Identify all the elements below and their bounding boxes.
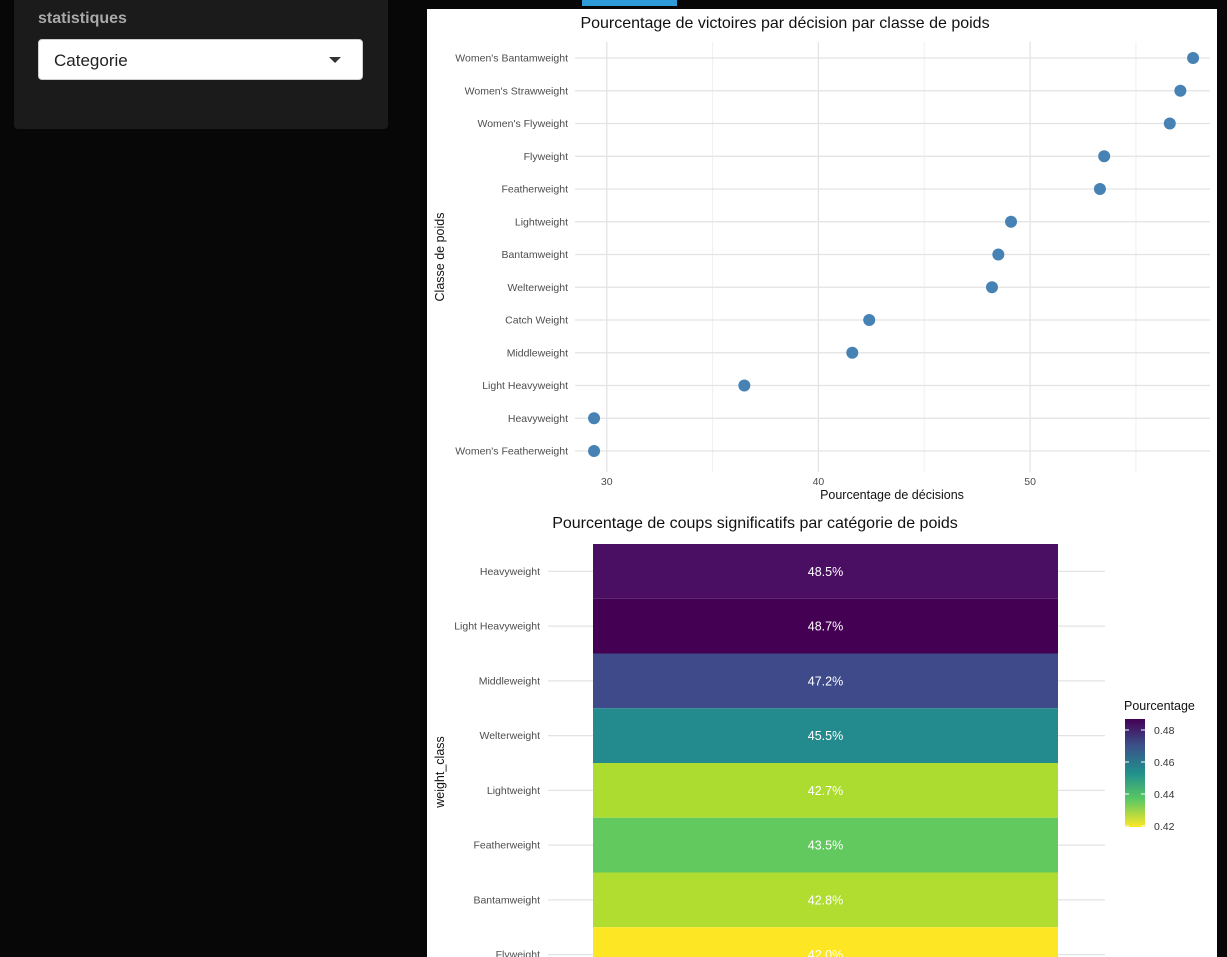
tile-value-label: 42.8% bbox=[808, 893, 843, 907]
y-tick-label: Light Heavyweight bbox=[454, 621, 540, 633]
legend-title: Pourcentage bbox=[1124, 699, 1195, 713]
tile-value-label: 42.7% bbox=[808, 784, 843, 798]
data-point bbox=[1187, 52, 1200, 64]
heatmap-tile bbox=[593, 872, 1058, 928]
data-point bbox=[588, 412, 601, 425]
y-tick-label: Bantamweight bbox=[473, 894, 540, 906]
heatmap-tile bbox=[593, 708, 1058, 763]
category-select[interactable]: Categorie bbox=[38, 39, 363, 80]
tile-value-label: 45.5% bbox=[808, 729, 843, 743]
data-point bbox=[985, 281, 998, 294]
y-tick-label: Light Heavyweight bbox=[482, 380, 568, 392]
y-tick-label: Women's Featherweight bbox=[455, 446, 568, 458]
category-select-value: Categorie bbox=[54, 51, 128, 70]
data-point bbox=[846, 346, 859, 359]
y-tick-label: Middleweight bbox=[507, 347, 568, 359]
plots-panel: Pourcentage de victoires par décision pa… bbox=[427, 9, 1217, 957]
legend-tick-label: 0.42 bbox=[1154, 821, 1175, 833]
heatmap-tile bbox=[593, 927, 1058, 957]
y-tick-label: Welterweight bbox=[480, 730, 541, 742]
tile-value-label: 48.5% bbox=[808, 565, 843, 579]
heatmap-title: Pourcentage de coups significatifs par c… bbox=[552, 515, 958, 532]
caret-down-icon bbox=[329, 57, 341, 63]
data-point bbox=[1005, 215, 1018, 228]
y-tick-label: Flyweight bbox=[496, 949, 540, 957]
x-tick-label: 40 bbox=[813, 476, 825, 488]
y-tick-label: Featherweight bbox=[473, 840, 540, 852]
y-tick-label: Bantamweight bbox=[501, 249, 568, 261]
tile-value-label: 48.7% bbox=[808, 620, 843, 634]
tile-value-label: 43.5% bbox=[808, 839, 843, 853]
x-tick-label: 30 bbox=[601, 476, 613, 488]
sidebar-panel: statistiques Categorie bbox=[14, 0, 388, 129]
y-tick-label: Flyweight bbox=[524, 151, 568, 163]
data-point bbox=[1093, 183, 1106, 195]
heatmap-tile bbox=[593, 653, 1058, 709]
data-point bbox=[1174, 84, 1187, 97]
legend-tick-label: 0.46 bbox=[1154, 757, 1175, 769]
data-point bbox=[1098, 150, 1111, 163]
y-tick-label: Heavyweight bbox=[508, 413, 568, 425]
dot-plot-chart: Pourcentage de victoires par décision pa… bbox=[433, 15, 1210, 502]
heatmap-tile bbox=[593, 598, 1058, 654]
heatmap-chart: Pourcentage de coups significatifs par c… bbox=[433, 515, 1195, 957]
heatmap-tile bbox=[593, 544, 1058, 599]
y-tick-label: Women's Flyweight bbox=[477, 118, 568, 130]
y-tick-label: Lightweight bbox=[515, 216, 568, 228]
tile-value-label: 42.0% bbox=[808, 948, 843, 957]
legend-colorbar bbox=[1125, 719, 1145, 827]
data-point bbox=[1163, 117, 1176, 130]
y-tick-label: Welterweight bbox=[508, 282, 569, 294]
legend-tick-label: 0.44 bbox=[1154, 789, 1175, 801]
y-tick-label: Catch Weight bbox=[505, 315, 568, 327]
y-axis-title: weight_class bbox=[433, 736, 447, 809]
data-point bbox=[588, 445, 601, 457]
y-tick-label: Featherweight bbox=[501, 184, 568, 196]
x-tick-label: 50 bbox=[1024, 476, 1036, 488]
y-tick-label: Women's Strawweight bbox=[465, 85, 568, 97]
data-point bbox=[738, 379, 751, 392]
heatmap-tile bbox=[593, 763, 1058, 818]
y-tick-label: Women's Bantamweight bbox=[455, 53, 568, 65]
y-tick-label: Heavyweight bbox=[480, 566, 540, 578]
heatmap-tile bbox=[593, 817, 1058, 873]
dot-chart-title: Pourcentage de victoires par décision pa… bbox=[580, 15, 989, 32]
tile-value-label: 47.2% bbox=[808, 674, 843, 688]
y-tick-label: Lightweight bbox=[487, 785, 540, 797]
data-point bbox=[863, 314, 876, 326]
active-tab-indicator bbox=[582, 0, 677, 6]
y-tick-label: Middleweight bbox=[479, 675, 540, 687]
y-axis-title: Classe de poids bbox=[433, 213, 447, 302]
x-axis-title: Pourcentage de décisions bbox=[820, 488, 964, 502]
data-point bbox=[992, 248, 1005, 261]
legend-tick-label: 0.48 bbox=[1154, 725, 1175, 737]
sidebar-title: statistiques bbox=[38, 10, 127, 27]
